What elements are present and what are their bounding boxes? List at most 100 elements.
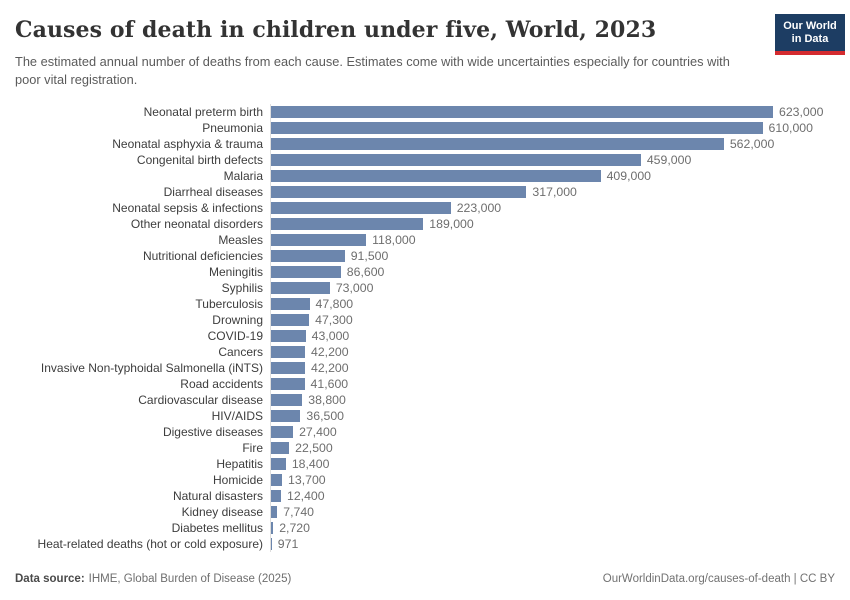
attribution-link[interactable]: OurWorldinData.org/causes-of-death | CC … xyxy=(602,573,835,585)
bar-category-label-text: Nutritional deficiencies xyxy=(142,249,263,264)
bar[interactable] xyxy=(271,154,641,167)
bar-row: Heat-related deaths (hot or cold exposur… xyxy=(15,536,835,553)
bar-row: Diarrheal diseases 317,000 xyxy=(15,184,835,201)
bar-category-label: Road accidents xyxy=(15,377,270,391)
bar-value-label: 2,720 xyxy=(279,521,310,536)
bar[interactable] xyxy=(271,362,305,375)
bar[interactable] xyxy=(271,506,278,519)
bar-track: 562,000 xyxy=(270,136,835,153)
chart-subtitle: The estimated annual number of deaths fr… xyxy=(15,54,730,87)
bar-row: Cancers 42,200 xyxy=(15,344,835,361)
bar-value-label: 18,400 xyxy=(291,457,330,472)
bar[interactable] xyxy=(271,490,281,503)
bar-track: 22,500 xyxy=(270,440,835,457)
bar-track: 317,000 xyxy=(270,184,835,201)
bar-value-label: 43,000 xyxy=(311,329,350,344)
bar-track: 47,300 xyxy=(270,312,835,329)
bar[interactable] xyxy=(271,106,773,119)
owid-logo[interactable]: Our World in Data xyxy=(775,14,845,55)
bar[interactable] xyxy=(271,218,424,231)
bar-category-label: Fire xyxy=(15,441,270,455)
bar[interactable] xyxy=(271,314,310,327)
bar-row: Road accidents 41,600 xyxy=(15,376,835,393)
bar-track: 27,400 xyxy=(270,424,835,441)
bar-category-label-text: Fire xyxy=(242,441,263,456)
bar-value-label: 623,000 xyxy=(779,105,824,120)
bar-value-label: 27,400 xyxy=(299,425,337,440)
bar-category-label-text: HIV/AIDS xyxy=(211,409,263,424)
bar-category-label: Homicide xyxy=(15,473,270,487)
bar-category-label: Drowning xyxy=(15,313,270,327)
bar-value-label: 42,200 xyxy=(311,361,349,376)
bar-row: Kidney disease 7,740 xyxy=(15,504,835,521)
bar[interactable] xyxy=(271,234,367,247)
bar-track: 610,000 xyxy=(270,120,835,137)
bar-track: 91,500 xyxy=(270,248,835,265)
bar-category-label: Natural disasters xyxy=(15,489,270,503)
bar-category-label: Cardiovascular disease xyxy=(15,393,270,407)
bar[interactable] xyxy=(271,202,451,215)
bar-row: Nutritional deficiencies 91,500 xyxy=(15,248,835,265)
data-source-label: Data source: xyxy=(15,573,85,585)
bar[interactable] xyxy=(271,170,601,183)
bar-track: 42,200 xyxy=(270,360,835,377)
bar[interactable] xyxy=(271,122,763,135)
bar[interactable] xyxy=(271,250,345,263)
bar[interactable] xyxy=(271,426,294,439)
bar[interactable] xyxy=(271,474,283,487)
bar-value-label: 118,000 xyxy=(372,233,416,248)
bar-category-label: Nutritional deficiencies xyxy=(15,249,270,263)
bar[interactable] xyxy=(271,138,724,151)
bar-value-label: 86,600 xyxy=(346,265,385,280)
bar-value-label: 459,000 xyxy=(646,153,692,168)
bar-category-label: Other neonatal disorders xyxy=(15,217,270,231)
bar-row: HIV/AIDS 36,500 xyxy=(15,408,835,425)
bar-value-label: 73,000 xyxy=(335,281,374,296)
bar-category-label-text: Pneumonia xyxy=(202,121,263,136)
bar-row: Cardiovascular disease 38,800 xyxy=(15,392,835,409)
bar[interactable] xyxy=(271,458,286,471)
bar-category-label-text: Heat-related deaths (hot or cold exposur… xyxy=(37,537,263,552)
bar-track: 223,000 xyxy=(270,200,835,217)
bar[interactable] xyxy=(271,378,305,391)
chart-footer: Data source: IHME, Global Burden of Disea… xyxy=(15,572,835,586)
bar[interactable] xyxy=(271,538,272,551)
bar-value-label: 38,800 xyxy=(308,393,346,408)
bar-category-label-text: Homicide xyxy=(212,473,263,488)
bar-category-label-text: Congenital birth defects xyxy=(136,153,263,168)
bar[interactable] xyxy=(271,330,306,343)
bar-chart: Neonatal preterm birth 623,000 Pneumonia 61… xyxy=(15,104,835,553)
bar-value-label: 189,000 xyxy=(429,217,474,232)
bar-category-label: Hepatitis xyxy=(15,457,270,471)
bar-row: Homicide 13,700 xyxy=(15,472,835,489)
bar[interactable] xyxy=(271,442,290,455)
bar[interactable] xyxy=(271,266,341,279)
bar[interactable] xyxy=(271,394,303,407)
bar-category-label-text: Meningitis xyxy=(208,265,263,280)
bar[interactable] xyxy=(271,186,527,199)
bar-track: 623,000 xyxy=(270,104,835,121)
bar-category-label: Invasive Non-typhoidal Salmonella (iNTS) xyxy=(15,361,270,375)
bar-track: 13,700 xyxy=(270,472,835,489)
bar-track: 2,720 xyxy=(270,520,835,537)
bar-category-label-text: Cancers xyxy=(218,345,263,360)
bar-category-label-text: Digestive diseases xyxy=(162,425,263,440)
bar[interactable] xyxy=(271,346,305,359)
bar[interactable] xyxy=(271,298,310,311)
bar-category-label: Congenital birth defects xyxy=(15,153,270,167)
bar-category-label: Syphilis xyxy=(15,281,270,295)
bar[interactable] xyxy=(271,282,330,295)
bar[interactable] xyxy=(271,410,301,423)
bar-category-label: Kidney disease xyxy=(15,505,270,519)
bar-row: Neonatal asphyxia & trauma 562,000 xyxy=(15,136,835,153)
bar-category-label-text: Invasive Non-typhoidal Salmonella (iNTS) xyxy=(40,361,263,376)
bar-category-label-text: Drowning xyxy=(212,313,263,328)
bar-row: Invasive Non-typhoidal Salmonella (iNTS)… xyxy=(15,360,835,377)
bar-category-label-text: COVID-19 xyxy=(207,329,263,344)
bar-category-label: Malaria xyxy=(15,169,270,183)
owid-logo-line2: in Data xyxy=(791,33,829,45)
bar[interactable] xyxy=(271,522,274,535)
bar-track: 18,400 xyxy=(270,456,835,473)
bar-track: 43,000 xyxy=(270,328,835,345)
